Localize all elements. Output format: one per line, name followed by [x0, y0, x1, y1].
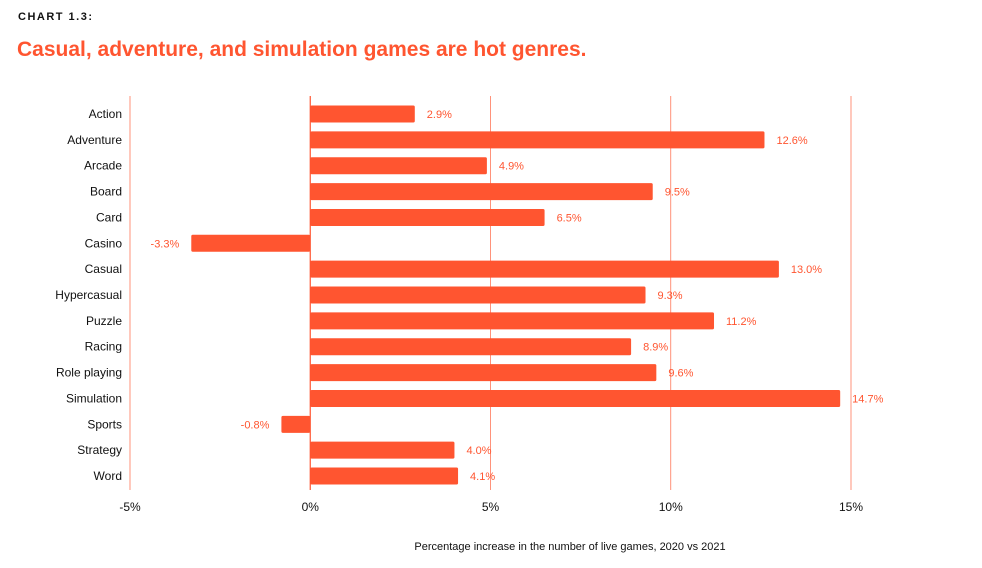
x-axis-label: Percentage increase in the number of liv… — [414, 541, 725, 553]
bar — [310, 105, 415, 123]
category-label: Racing — [85, 340, 122, 354]
bar — [310, 286, 646, 304]
bar — [310, 467, 459, 485]
category-label: Word — [94, 469, 122, 483]
bar — [310, 312, 715, 330]
x-tick-label: 0% — [302, 500, 320, 514]
data-label: -0.8% — [241, 419, 270, 431]
category-label: Action — [89, 107, 122, 121]
chart-title: Casual, adventure, and simulation games … — [17, 38, 587, 61]
data-label: 13.0% — [791, 264, 822, 276]
category-label: Casual — [85, 262, 122, 276]
x-tick-label: 5% — [482, 500, 500, 514]
category-label: Adventure — [67, 133, 122, 147]
data-label: 14.7% — [852, 393, 883, 405]
bar — [310, 441, 455, 459]
data-label: 9.6% — [668, 368, 693, 380]
bar — [310, 364, 657, 382]
bar — [310, 389, 841, 407]
data-label: 8.9% — [643, 342, 668, 354]
chart-kicker: CHART 1.3: — [18, 11, 94, 23]
data-label: 4.1% — [470, 471, 495, 483]
data-label: 11.2% — [726, 316, 757, 328]
data-label: 12.6% — [776, 135, 807, 147]
x-tick-label: -5% — [119, 500, 141, 514]
data-label: 2.9% — [427, 109, 452, 121]
category-label: Board — [90, 185, 122, 199]
bar — [310, 157, 487, 175]
x-tick-label: 15% — [839, 500, 863, 514]
data-label: 9.3% — [658, 290, 683, 302]
data-label: 9.5% — [665, 187, 690, 199]
category-label: Arcade — [84, 159, 122, 173]
category-label: Sports — [87, 417, 122, 431]
bar — [281, 415, 311, 433]
category-label: Strategy — [77, 443, 122, 457]
bar — [310, 260, 779, 278]
category-label: Casino — [85, 236, 123, 250]
bar — [310, 208, 545, 226]
data-label: 4.9% — [499, 161, 524, 173]
bar — [310, 338, 632, 356]
category-label: Puzzle — [86, 314, 122, 328]
category-label: Card — [96, 210, 122, 224]
x-tick-label: 10% — [659, 500, 683, 514]
bar — [310, 183, 653, 201]
data-label: 6.5% — [557, 212, 582, 224]
data-label: -3.3% — [151, 238, 180, 250]
bar — [310, 131, 765, 149]
category-label: Hypercasual — [55, 288, 122, 302]
bar — [191, 234, 311, 252]
category-label: Role playing — [56, 366, 122, 380]
category-label: Simulation — [66, 391, 122, 405]
data-label: 4.0% — [466, 445, 491, 457]
